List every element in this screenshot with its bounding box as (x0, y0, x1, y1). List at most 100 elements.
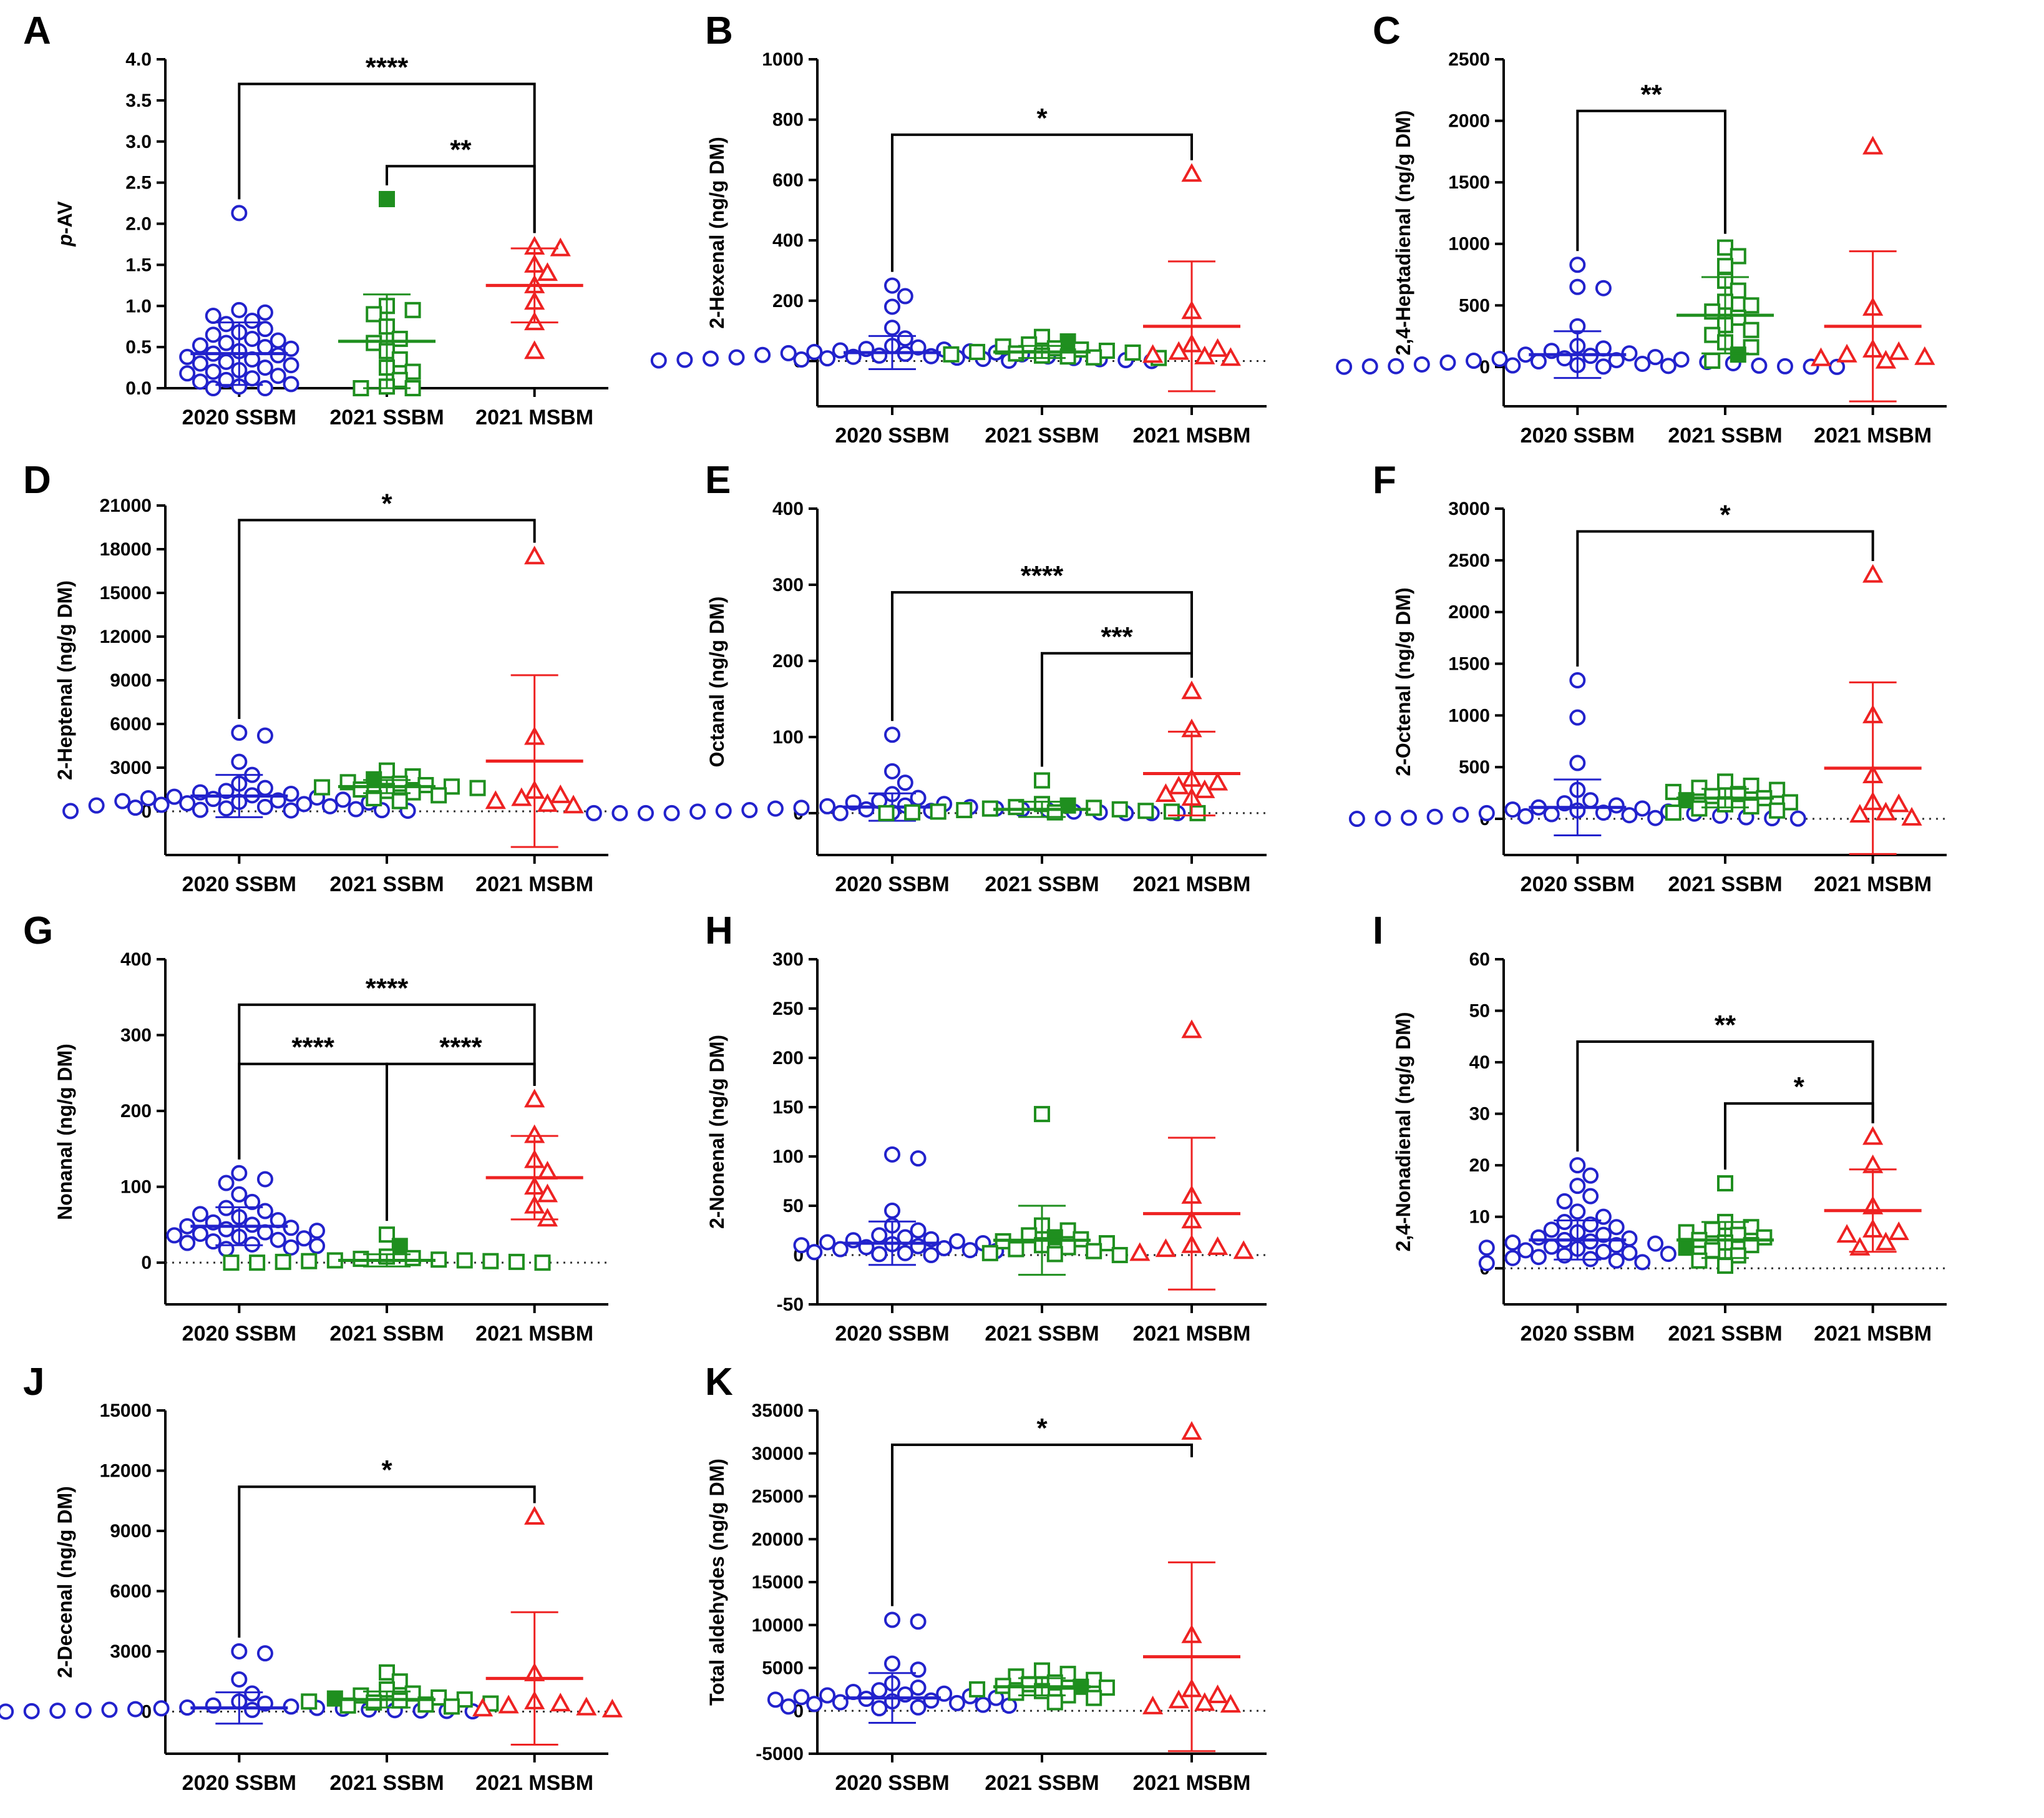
data-point (1595, 358, 1612, 375)
x-tick-label: 2021 SSBM (1668, 424, 1782, 447)
y-tick-label: 3000 (110, 1641, 152, 1662)
data-point (884, 763, 900, 779)
x-tick-label: 2021 SSBM (1668, 872, 1782, 896)
data-point (728, 349, 745, 366)
data-point (1137, 803, 1154, 819)
data-point (1836, 343, 1857, 363)
x-tick-label: 2020 SSBM (182, 1322, 296, 1346)
data-point (431, 787, 447, 804)
data-point (1453, 806, 1469, 823)
data-point (930, 803, 947, 820)
data-point (223, 1254, 240, 1271)
y-tick-label: 5000 (762, 1658, 804, 1679)
data-point (1582, 1188, 1599, 1205)
data-point (897, 330, 913, 347)
data-point (819, 798, 836, 814)
data-point (1634, 355, 1651, 372)
x-tick-label: 2021 MSBM (475, 1771, 593, 1795)
data-point (391, 775, 408, 792)
data-point (1634, 800, 1651, 817)
significance-label: * (1036, 103, 1048, 134)
series-2020-ssbm (793, 1146, 1005, 1266)
y-tick-label: 3.5 (125, 90, 152, 111)
data-point (537, 793, 558, 812)
data-point (1086, 1689, 1102, 1706)
data-point (244, 1701, 261, 1718)
y-tick-label: 1000 (1448, 234, 1490, 255)
series-2020-ssbm (767, 1611, 1018, 1724)
data-point (537, 1208, 558, 1227)
data-point (676, 351, 693, 368)
data-point (1556, 1213, 1573, 1230)
data-point (218, 316, 235, 333)
data-point (270, 368, 286, 384)
data-point (897, 775, 913, 791)
data-point (205, 1697, 221, 1714)
y-tick-label: 200 (772, 1048, 804, 1068)
data-point (179, 795, 196, 812)
data-point (1504, 1249, 1521, 1266)
data-point (1595, 804, 1612, 821)
data-point (309, 1238, 326, 1254)
data-point (366, 790, 382, 806)
data-point (1086, 349, 1102, 366)
data-point (1073, 341, 1089, 358)
data-point (1348, 811, 1365, 828)
data-point (1704, 788, 1721, 804)
data-point (611, 804, 628, 821)
x-tick-label: 2020 SSBM (1521, 872, 1635, 896)
series-2021-ssbm (981, 1106, 1128, 1276)
data-point (283, 786, 299, 802)
data-point (275, 1253, 291, 1270)
data-point (956, 802, 973, 819)
data-point (1678, 1239, 1695, 1256)
data-point (482, 1253, 499, 1269)
significance-bracket: ** (1576, 79, 1726, 252)
y-tick-label: 0 (141, 1701, 152, 1722)
data-point (1401, 809, 1418, 826)
data-point (858, 801, 875, 818)
data-point (391, 793, 408, 809)
y-tick-label: 20 (1469, 1155, 1490, 1176)
data-point (1608, 1252, 1625, 1269)
data-point (1181, 680, 1202, 700)
series-2021-msbm (1824, 564, 1922, 855)
data-point (0, 1703, 14, 1720)
data-point (205, 791, 221, 808)
series-2021-ssbm (1677, 1175, 1774, 1274)
data-point (534, 1254, 551, 1271)
x-tick-label: 2020 SSBM (1521, 1322, 1635, 1346)
data-point (283, 1239, 299, 1256)
data-point (1046, 1229, 1063, 1246)
panel-j: J 0 3000 6000 9000 12000 15000 2020 SSBM 2021 SS… (0, 1361, 623, 1795)
data-point (1098, 1679, 1115, 1696)
data-point (417, 1696, 434, 1713)
data-point (537, 262, 558, 281)
data-point (23, 1703, 40, 1719)
y-tick-label: 60 (1469, 949, 1490, 970)
data-point (1678, 1224, 1695, 1241)
data-point (1543, 806, 1560, 823)
y-tick-label: 10000 (752, 1615, 804, 1636)
y-tick-label: 0 (1479, 357, 1490, 378)
series-2021-msbm (485, 236, 583, 359)
y-tick-label: 300 (120, 1025, 152, 1046)
data-point (348, 801, 364, 818)
data-point (205, 308, 221, 325)
y-tick-label: 250 (772, 999, 804, 1019)
data-point (231, 301, 248, 318)
x-tick-label: 2021 MSBM (1814, 872, 1932, 896)
y-tick-label: 1000 (1448, 705, 1490, 726)
series-2021-ssbm (1677, 239, 1774, 369)
data-point (832, 342, 849, 359)
data-point (296, 1230, 313, 1247)
y-tick-label: 300 (772, 575, 804, 595)
data-point (871, 1246, 888, 1263)
data-point (1517, 1242, 1534, 1259)
y-tick-label: 1.5 (125, 255, 152, 275)
bracket-line (386, 1062, 536, 1221)
data-point (1569, 278, 1586, 295)
data-point (1717, 258, 1733, 275)
data-point (1111, 801, 1128, 818)
data-point (140, 790, 157, 806)
